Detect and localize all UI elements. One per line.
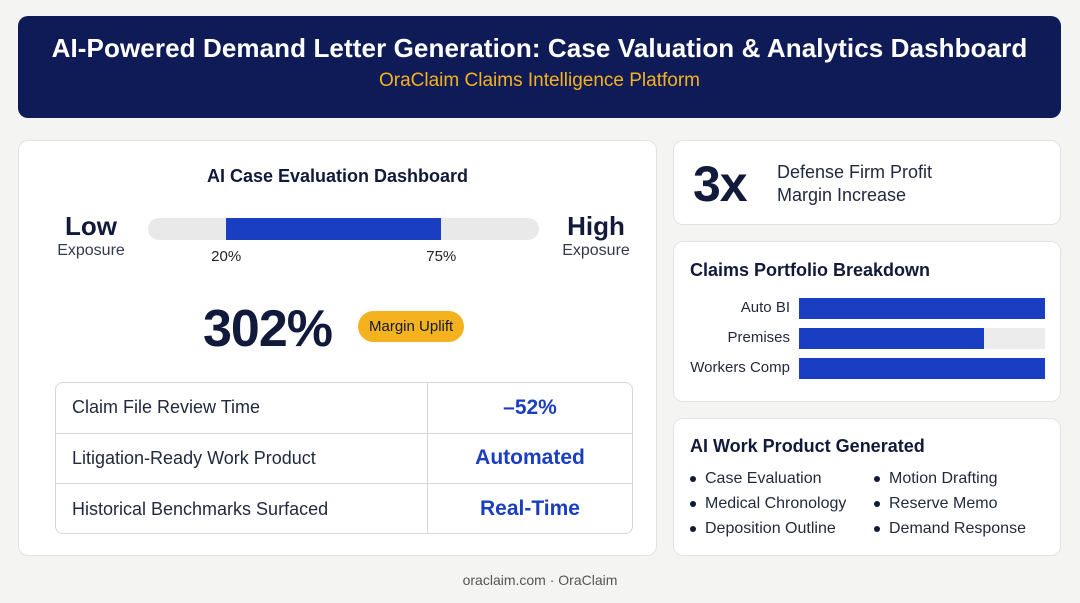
- metrics-table: Claim File Review Time –52% Litigation-R…: [55, 382, 633, 534]
- table-row: Claim File Review Time –52%: [56, 383, 632, 434]
- metric-value: Real-Time: [480, 497, 580, 521]
- metric-label: Claim File Review Time: [56, 383, 428, 433]
- list-item-label: Deposition Outline: [705, 520, 836, 537]
- profit-line-2: Margin Increase: [777, 185, 907, 205]
- profit-multiplier: 3x: [693, 156, 748, 212]
- list-item: Reserve Memo: [874, 494, 1044, 514]
- margin-uplift-badge: Margin Uplift: [358, 311, 465, 342]
- list-item: Case Evaluation: [690, 469, 874, 489]
- bar-label: Workers Comp: [690, 359, 790, 376]
- metric-label: Historical Benchmarks Surfaced: [56, 484, 428, 533]
- bar-fill: [799, 358, 1045, 379]
- list-item-label: Reserve Memo: [889, 495, 998, 512]
- bar-track: [799, 328, 1045, 349]
- low-label: Low: [65, 211, 117, 241]
- bar-label: Auto BI: [740, 299, 790, 316]
- list-item-label: Motion Drafting: [889, 470, 998, 487]
- portfolio-title: Claims Portfolio Breakdown: [690, 260, 931, 280]
- low-exposure-label: Low Exposure: [36, 211, 146, 261]
- bar-fill: [799, 328, 984, 349]
- evaluation-title: AI Case Evaluation Dashboard: [206, 166, 469, 186]
- high-sub-label: Exposure: [562, 242, 630, 259]
- bar-label: Premises: [727, 329, 790, 346]
- table-row: Litigation-Ready Work Product Automated: [56, 433, 632, 484]
- list-item-label: Demand Response: [889, 520, 1026, 537]
- bullet-icon: [690, 526, 696, 532]
- range-end-label: 75%: [426, 248, 457, 265]
- list-item: Medical Chronology: [690, 494, 874, 514]
- claims-portfolio-card: Claims Portfolio Breakdown Auto BI Premi…: [673, 241, 1061, 402]
- table-row: Historical Benchmarks Surfaced Real-Time: [56, 484, 632, 533]
- bar-track: [799, 358, 1045, 379]
- portfolio-bar-row: Premises: [674, 328, 1060, 350]
- bullet-icon: [690, 476, 696, 482]
- exposure-range-fill: [226, 218, 442, 240]
- metric-value: Automated: [475, 446, 585, 470]
- bullet-icon: [874, 476, 880, 482]
- range-start-label: 20%: [211, 248, 242, 265]
- list-item: Demand Response: [874, 519, 1044, 539]
- work-product-list: Case Evaluation Motion Drafting Medical …: [690, 469, 1050, 539]
- metric-label: Litigation-Ready Work Product: [56, 433, 428, 483]
- page-title: AI-Powered Demand Letter Generation: Cas…: [51, 33, 1028, 63]
- footer-credit[interactable]: oraclaim.com · OraClaim: [462, 572, 618, 588]
- page-subtitle: OraClaim Claims Intelligence Platform: [379, 70, 700, 91]
- list-item-label: Medical Chronology: [705, 495, 847, 512]
- list-item: Motion Drafting: [874, 469, 1044, 489]
- work-product-title: AI Work Product Generated: [690, 436, 925, 456]
- profit-description: Defense Firm Profit Margin Increase: [777, 161, 977, 207]
- bullet-icon: [874, 526, 880, 532]
- case-evaluation-card: AI Case Evaluation Dashboard Low Exposur…: [18, 140, 657, 556]
- list-item: Deposition Outline: [690, 519, 874, 539]
- bullet-icon: [874, 501, 880, 507]
- portfolio-bar-row: Auto BI: [674, 298, 1060, 320]
- list-item-label: Case Evaluation: [705, 470, 822, 487]
- bar-fill: [799, 298, 1045, 319]
- profit-line-1: Defense Firm Profit: [777, 162, 933, 182]
- metric-value: –52%: [503, 395, 557, 419]
- high-label: High: [567, 211, 625, 241]
- margin-uplift-value: 302%: [203, 300, 333, 358]
- low-sub-label: Exposure: [57, 242, 125, 259]
- profit-margin-card: 3x Defense Firm Profit Margin Increase: [673, 140, 1061, 225]
- header-banner: AI-Powered Demand Letter Generation: Cas…: [18, 16, 1061, 118]
- exposure-range-track: [148, 218, 539, 240]
- bullet-icon: [690, 501, 696, 507]
- portfolio-bar-row: Workers Comp: [674, 358, 1060, 380]
- work-product-card: AI Work Product Generated Case Evaluatio…: [673, 418, 1061, 556]
- high-exposure-label: High Exposure: [541, 211, 651, 261]
- bar-track: [799, 298, 1045, 319]
